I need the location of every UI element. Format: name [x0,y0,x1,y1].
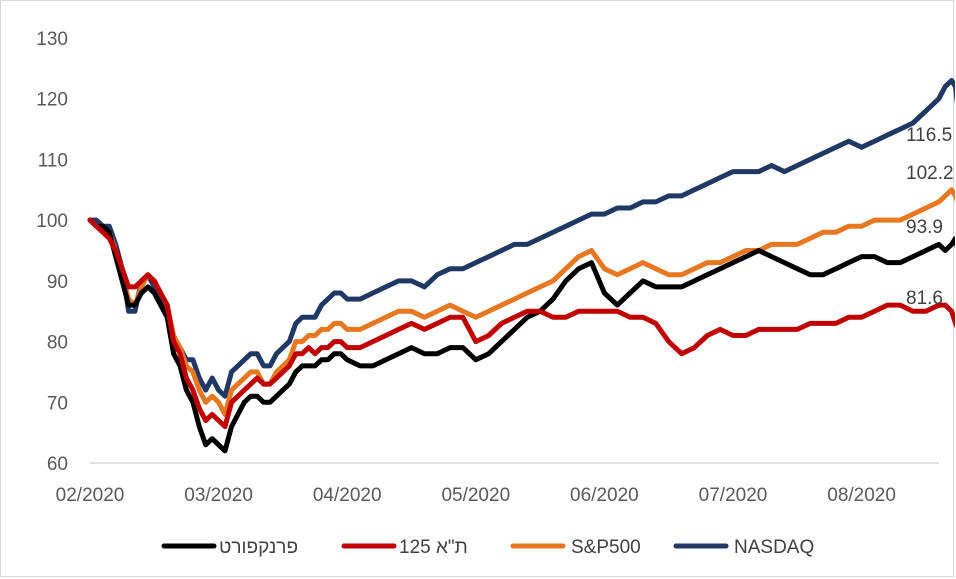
y-tick-label: 110 [38,150,68,171]
legend-label: ת"א 125 [399,537,468,558]
x-tick-label: 08/2020 [827,485,896,506]
y-tick-label: 120 [36,90,68,111]
x-tick-label: 03/2020 [184,485,253,506]
x-tick-label: 07/2020 [699,485,768,506]
y-tick-label: 100 [36,211,68,232]
end-labels: 116.5 102.2 93.9 81.6 [906,125,954,309]
legend: פרנקפורט ת"א 125 S&P500 NASDAQ [161,537,814,558]
x-tick-label: 06/2020 [570,485,639,506]
y-tick-label: 90 [47,272,68,293]
data-label: 102.2 [906,163,954,184]
y-axis-ticks: 60 70 80 90 100 110 120 130 [36,29,68,475]
x-tick-label: 02/2020 [56,485,125,506]
data-label: 116.5 [906,125,952,146]
y-tick-label: 70 [47,393,68,414]
x-tick-label: 05/2020 [441,485,510,506]
legend-label: S&P500 [571,537,641,558]
series-lines [87,78,955,454]
y-tick-label: 80 [47,333,68,354]
x-axis-ticks: 02/2020 03/2020 04/2020 05/2020 06/2020 07/20… [56,485,896,506]
y-tick-label: 60 [47,454,68,475]
data-label: 81.6 [906,288,943,309]
series-line [87,78,955,399]
series-line [87,217,955,454]
x-tick-label: 04/2020 [313,485,382,506]
data-label: 93.9 [906,217,943,238]
y-tick-label: 130 [36,29,68,50]
series-line [87,187,955,417]
series-line [87,217,955,430]
legend-label: NASDAQ [734,537,814,558]
legend-label: פרנקפורט [219,537,298,558]
